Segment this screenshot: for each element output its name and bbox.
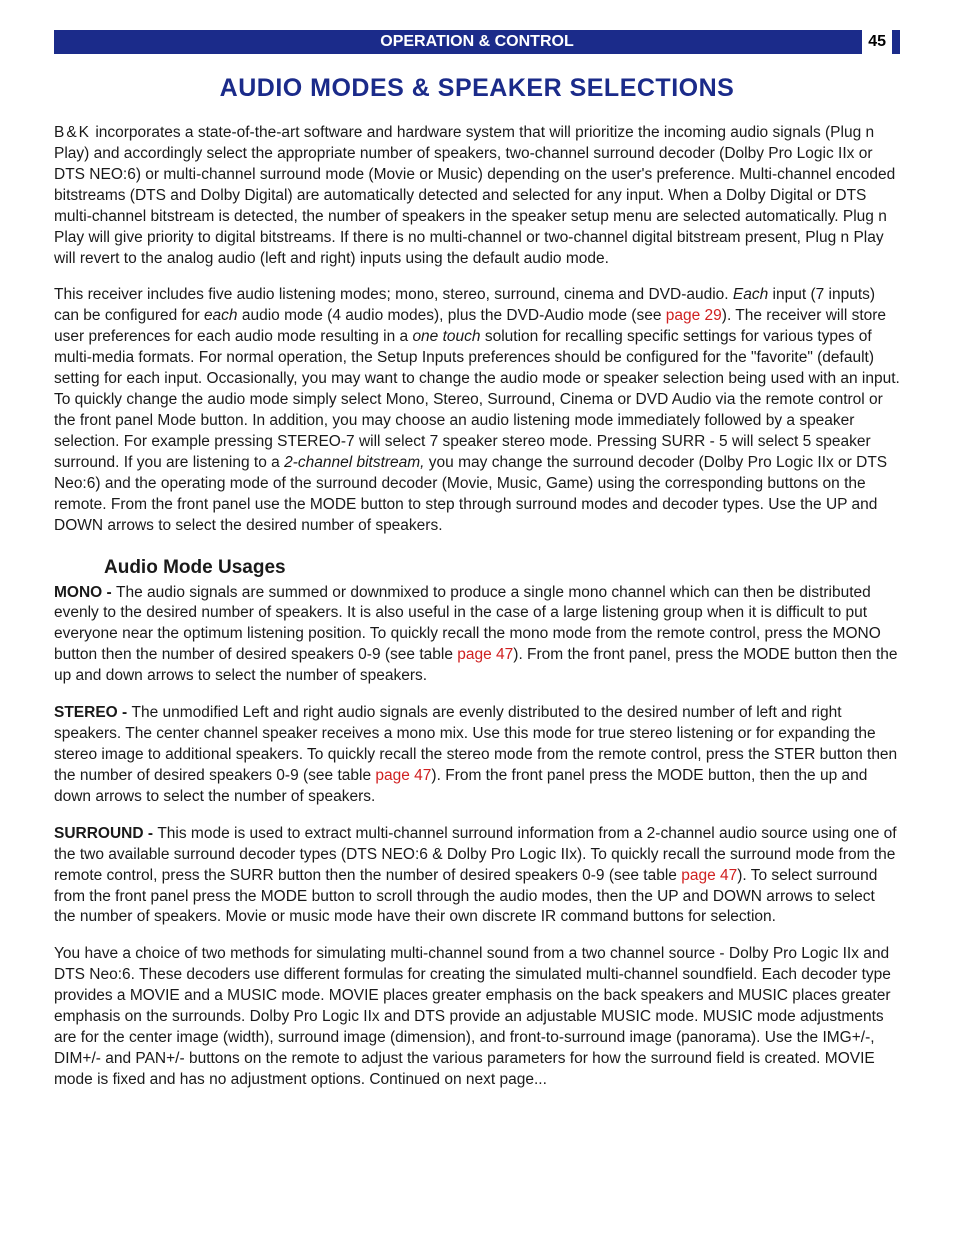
para2-each2: each [204, 307, 238, 324]
brand-name: B&K [54, 124, 91, 141]
para2-onetouch: one touch [412, 328, 480, 345]
mono-label: MONO - [54, 584, 116, 601]
para2-a: This receiver includes five audio listen… [54, 286, 733, 303]
document-page: OPERATION & CONTROL 45 AUDIO MODES & SPE… [0, 0, 954, 1235]
surround-paragraph: SURROUND - This mode is used to extract … [54, 824, 900, 929]
stereo-page-47-link[interactable]: page 47 [375, 767, 431, 784]
surround-label: SURROUND - [54, 825, 157, 842]
mono-page-47-link[interactable]: page 47 [457, 646, 513, 663]
page-number: 45 [862, 30, 892, 54]
page-29-link[interactable]: page 29 [666, 307, 722, 324]
intro-paragraph-2: This receiver includes five audio listen… [54, 285, 900, 536]
para2-each1: Each [733, 286, 768, 303]
para2-e: solution for recalling specific settings… [54, 328, 900, 471]
para2-c: audio mode (4 audio modes), plus the DVD… [238, 307, 666, 324]
stereo-label: STEREO - [54, 704, 132, 721]
surround-page-47-link[interactable]: page 47 [681, 867, 737, 884]
final-paragraph: You have a choice of two methods for sim… [54, 944, 900, 1090]
main-title: AUDIO MODES & SPEAKER SELECTIONS [54, 74, 900, 103]
intro-paragraph-1: B&K incorporates a state-of-the-art soft… [54, 123, 900, 269]
para1-text: incorporates a state-of-the-art software… [54, 124, 895, 267]
para2-bitstream: 2-channel bitstream, [284, 454, 424, 471]
header-bar: OPERATION & CONTROL 45 [54, 30, 900, 54]
section-title: OPERATION & CONTROL [54, 30, 900, 54]
audio-mode-usages-heading: Audio Mode Usages [104, 557, 900, 579]
mono-paragraph: MONO - The audio signals are summed or d… [54, 583, 900, 688]
stereo-paragraph: STEREO - The unmodified Left and right a… [54, 703, 900, 808]
